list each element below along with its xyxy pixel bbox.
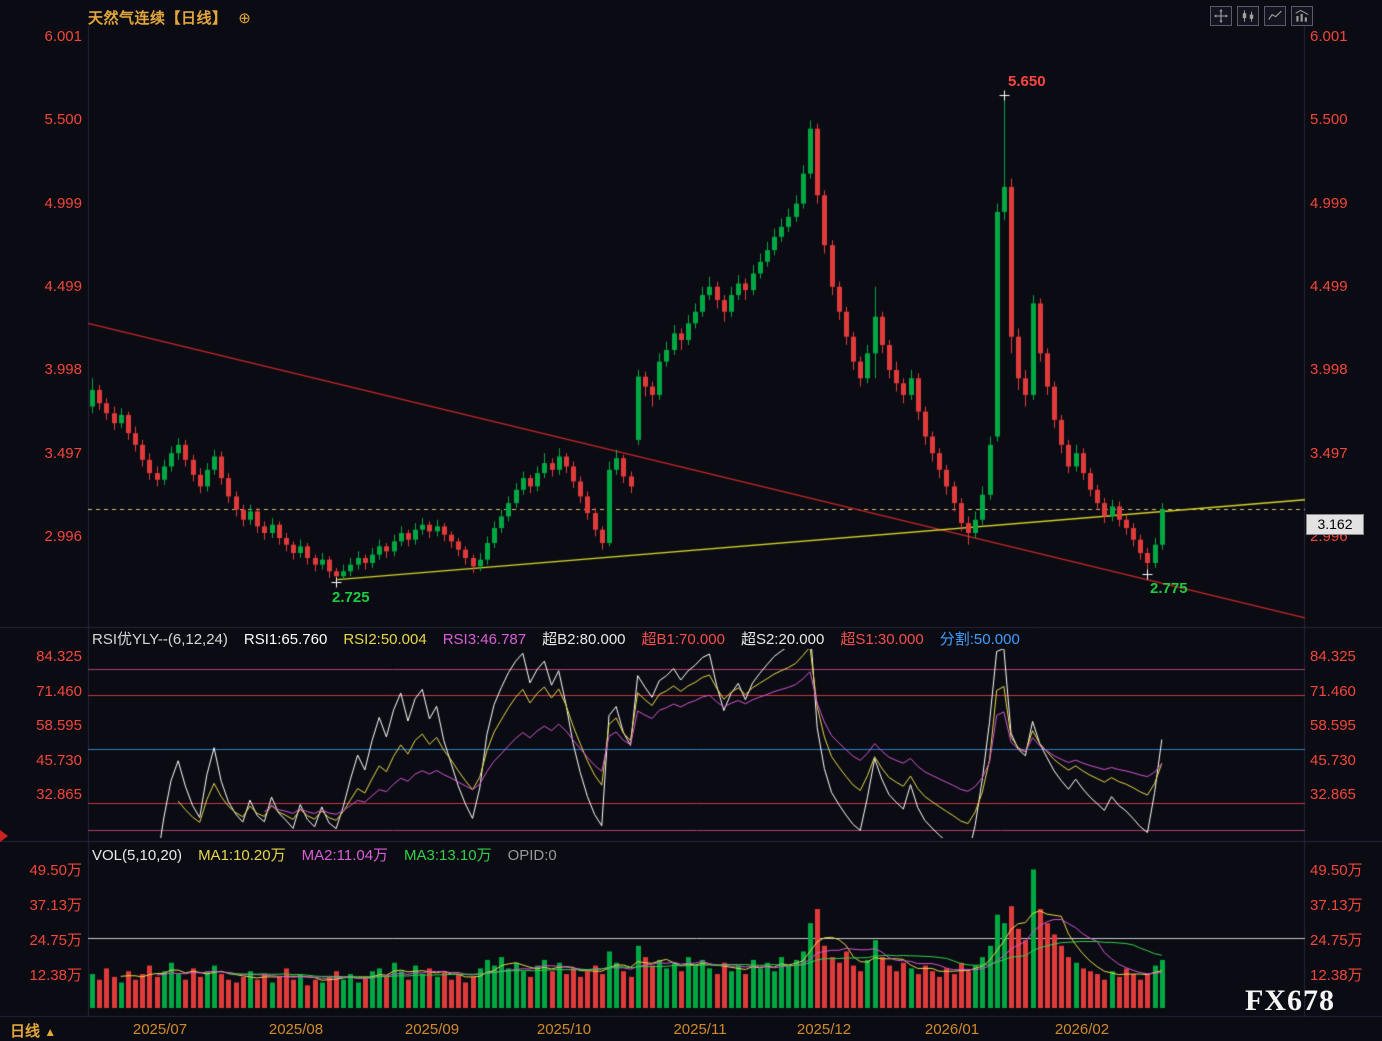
vol-header-item: MA1:10.20万 xyxy=(198,847,286,864)
vol-header-item: OPID:0 xyxy=(507,847,557,864)
pan-tool-icon[interactable] xyxy=(1210,6,1232,26)
rsi-header-item: 分割:50.000 xyxy=(939,631,1020,648)
price-axis-label: 5.500 xyxy=(1310,111,1348,129)
february-low-annotation: 2.775 xyxy=(1150,580,1188,597)
overlay-view-icon[interactable] xyxy=(1291,6,1313,26)
rsi-axis-label: 84.325 xyxy=(36,648,82,665)
rsi-header-item: RSI优YLY--(6,12,24) xyxy=(92,631,228,648)
volume-axis-label: 12.38万 xyxy=(29,966,82,984)
vol-header-item: VOL(5,10,20) xyxy=(92,847,183,864)
current-price-tag: 3.162 xyxy=(1306,514,1364,536)
month-label: 2025/12 xyxy=(796,1021,852,1038)
rsi-header-item: 超S1:30.000 xyxy=(840,631,924,648)
price-axis-label: 4.499 xyxy=(44,277,82,295)
rsi-header-item: RSI2:50.004 xyxy=(343,631,427,648)
period-tab-arrow-icon: ▲ xyxy=(44,1025,57,1039)
month-label: 2026/01 xyxy=(924,1021,980,1038)
period-tab[interactable]: 日线 ▲ xyxy=(10,1020,56,1041)
line-view-icon[interactable] xyxy=(1264,6,1286,26)
month-label: 2025/08 xyxy=(268,1021,324,1038)
price-axis-label: 2.996 xyxy=(44,528,82,546)
price-axis-label: 6.001 xyxy=(1310,28,1348,45)
rsi-header-item: RSI1:65.760 xyxy=(243,631,328,648)
price-axis-label: 4.499 xyxy=(1310,277,1348,295)
price-axis-label: 4.999 xyxy=(44,194,82,212)
rsi-axis-label: 58.595 xyxy=(1310,717,1356,734)
month-label: 2025/07 xyxy=(132,1021,188,1038)
panel-edge-marker xyxy=(0,830,8,842)
price-axis-label: 3.998 xyxy=(44,361,82,379)
add-overlay-icon[interactable]: ⊕ xyxy=(238,10,252,27)
period-label: 【日线】 xyxy=(165,10,228,27)
rsi-axis-label: 32.865 xyxy=(36,786,82,804)
price-axis-label: 3.497 xyxy=(44,444,82,462)
month-label: 2026/02 xyxy=(1054,1021,1110,1038)
price-axis-label: 6.001 xyxy=(44,28,82,45)
volume-axis-label: 12.38万 xyxy=(1310,966,1363,984)
candlestick-view-icon[interactable] xyxy=(1237,6,1259,26)
price-axis-label: 3.998 xyxy=(1310,361,1348,379)
vol-header-item: MA3:13.10万 xyxy=(404,847,492,864)
rsi-header-item: 超B2:80.000 xyxy=(542,631,626,648)
period-tab-label: 日线 xyxy=(10,1023,41,1040)
rsi-header-item: 超S2:20.000 xyxy=(740,631,825,648)
rsi-axis-label: 32.865 xyxy=(1310,786,1356,804)
rsi-indicator-header: RSI优YLY--(6,12,24) RSI1:65.760 RSI2:50.004… xyxy=(92,628,1036,649)
rsi-axis-label: 45.730 xyxy=(36,751,82,769)
volume-axis-label: 37.13万 xyxy=(29,896,82,914)
rsi-axis-label: 45.730 xyxy=(1310,751,1356,769)
volume-axis-label: 49.50万 xyxy=(1310,862,1363,879)
volume-axis-label: 49.50万 xyxy=(29,862,82,879)
volume-axis-label: 37.13万 xyxy=(1310,896,1363,914)
vol-header-item: MA2:11.04万 xyxy=(301,847,389,864)
volume-axis-label: 24.75万 xyxy=(29,932,82,949)
rsi-axis-label: 58.595 xyxy=(36,717,82,734)
chart-title-bar: 天然气连续【日线】 ⊕ xyxy=(88,7,251,28)
instrument-name: 天然气连续 xyxy=(88,10,166,27)
rsi-axis-label: 71.460 xyxy=(1310,682,1356,700)
price-axis-label: 4.999 xyxy=(1310,194,1348,212)
watermark: FX678 xyxy=(1245,984,1335,1017)
volume-indicator-header: VOL(5,10,20) MA1:10.20万 MA2:11.04万 MA3:13.1… xyxy=(92,844,573,865)
chart-toolbar xyxy=(1210,6,1313,26)
month-label: 2025/11 xyxy=(673,1021,727,1038)
month-label: 2025/09 xyxy=(404,1021,460,1038)
rsi-axis-label: 71.460 xyxy=(36,682,82,700)
rsi-header-item: 超B1:70.000 xyxy=(641,631,725,648)
price-axis-label: 5.500 xyxy=(44,111,82,129)
price-axis-label: 3.497 xyxy=(1310,444,1348,462)
month-label: 2025/10 xyxy=(536,1021,592,1038)
august-low-annotation: 2.725 xyxy=(332,589,370,606)
rsi-axis-label: 84.325 xyxy=(1310,648,1356,665)
high-price-annotation: 5.650 xyxy=(1008,73,1046,90)
rsi-header-item: RSI3:46.787 xyxy=(442,631,527,648)
volume-axis-label: 24.75万 xyxy=(1310,932,1363,949)
